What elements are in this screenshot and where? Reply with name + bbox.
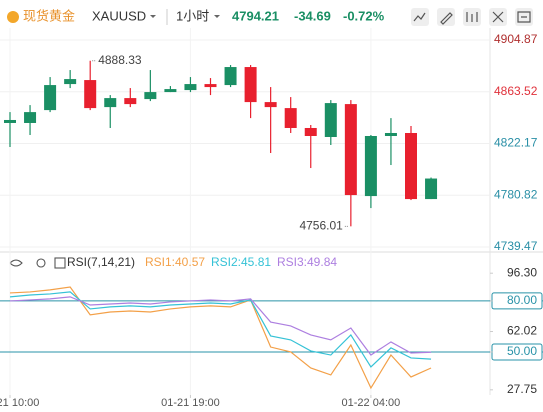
y-tick-label: 27.75 — [507, 382, 537, 396]
candle-body — [184, 84, 197, 91]
candle-body — [144, 92, 157, 100]
candle-body — [264, 102, 277, 108]
y-tick-label: 80.00 — [507, 293, 537, 307]
legend-entry: RSI2:45.81 — [211, 255, 271, 269]
indicator-title: RSI(7,14,21) — [67, 255, 135, 269]
candle-body — [64, 79, 77, 85]
candle-body — [204, 84, 217, 88]
eye-icon[interactable] — [9, 259, 23, 267]
candle-body — [364, 135, 377, 197]
y-tick-label: 62.02 — [507, 324, 537, 338]
candle-body — [24, 112, 37, 123]
annotation: 4888.33 — [98, 53, 142, 67]
legend-entry: RSI1:40.57 — [145, 255, 205, 269]
candle-body — [384, 132, 397, 136]
symbol-icon — [7, 11, 19, 23]
y-tick-label: 4780.82 — [494, 187, 538, 201]
interval-dropdown[interactable] — [214, 15, 220, 18]
interval[interactable]: 1小时 — [176, 8, 209, 23]
indicator-tools — [9, 257, 66, 269]
indicator-icon[interactable] — [54, 257, 66, 269]
x-tick-label: 01-22 04:00 — [342, 397, 401, 409]
candle-body — [304, 127, 317, 136]
candle-body — [4, 119, 16, 123]
candle-body — [324, 103, 337, 137]
tool-icon — [492, 11, 504, 23]
candle-body — [344, 104, 357, 196]
candle-body — [405, 132, 417, 200]
symbol[interactable]: XAUUSD — [92, 8, 146, 23]
candle-body — [425, 178, 438, 200]
symbol-dropdown[interactable] — [150, 15, 156, 18]
y-tick-label: 4863.52 — [494, 84, 538, 98]
y-tick-label: 4904.87 — [494, 32, 538, 46]
candle-body — [244, 67, 257, 103]
rsi-line — [9, 296, 432, 356]
tool-icon — [466, 12, 478, 22]
toolbar — [411, 8, 533, 26]
candle-body — [104, 98, 117, 108]
y-tick-label: 50.00 — [507, 344, 537, 358]
tool-icon — [413, 12, 426, 22]
candle-body — [84, 80, 97, 109]
y-tick-label: 96.30 — [507, 265, 537, 279]
candle-body — [284, 108, 297, 128]
tool-button[interactable] — [411, 8, 429, 26]
tool-icon — [440, 12, 453, 25]
price: 4794.21 — [232, 8, 279, 23]
y-tick-label: 4822.17 — [494, 136, 538, 150]
x-tick-label: 01-21 10:00 — [0, 397, 39, 409]
y-tick-label: 4739.47 — [494, 239, 538, 253]
symbol-cn[interactable]: 现货黄金 — [23, 8, 75, 23]
annotation: 4756.01 — [299, 219, 343, 233]
candle-body — [224, 67, 237, 86]
change-pct: -0.72% — [343, 8, 385, 23]
x-tick-label: 01-21 19:00 — [161, 397, 220, 409]
candle-body — [124, 98, 137, 105]
legend-entry: RSI3:49.84 — [277, 255, 337, 269]
settings-icon[interactable] — [36, 258, 46, 268]
candle-body — [164, 89, 177, 93]
tool-icon — [517, 11, 531, 23]
candle-body — [44, 85, 57, 111]
change: -34.69 — [294, 8, 331, 23]
